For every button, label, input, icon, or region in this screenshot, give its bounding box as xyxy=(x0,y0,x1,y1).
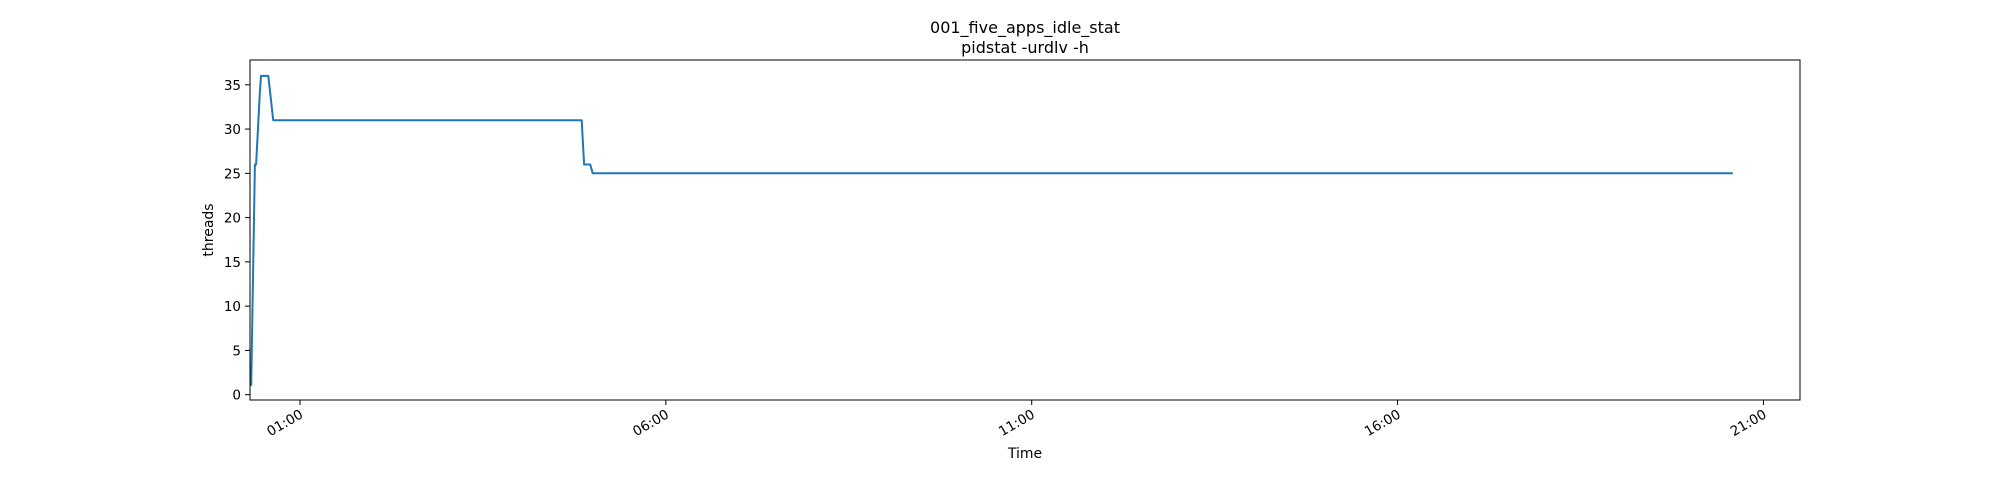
x-axis: 01:00 06:00 11:00 16:00 21:00 xyxy=(264,400,1769,440)
y-tick-label: 10 xyxy=(224,299,241,315)
y-axis-label: threads xyxy=(201,203,217,256)
plot-frame xyxy=(249,59,1801,401)
y-tick-label: 35 xyxy=(224,78,241,94)
x-tick-label: 11:00 xyxy=(996,407,1038,440)
y-axis: 0 5 10 15 20 25 30 35 xyxy=(224,78,250,404)
y-tick-label: 5 xyxy=(232,343,241,359)
x-axis-label: Time xyxy=(1007,446,1042,462)
x-tick-label: 16:00 xyxy=(1362,407,1404,440)
y-tick-label: 30 xyxy=(224,122,241,138)
y-tick-label: 25 xyxy=(224,166,241,182)
y-tick-label: 20 xyxy=(224,211,241,227)
y-tick-label: 0 xyxy=(232,388,241,404)
y-tick-label: 15 xyxy=(224,255,241,271)
x-tick-label: 06:00 xyxy=(630,407,672,440)
chart-title: 001_five_apps_idle_stat xyxy=(930,18,1120,38)
x-tick-label: 21:00 xyxy=(1728,407,1770,440)
x-tick-label: 01:00 xyxy=(264,407,306,440)
chart-subtitle: pidstat -urdlv -h xyxy=(961,38,1089,57)
series-line-0 xyxy=(250,74,1733,386)
plot-area xyxy=(250,74,1733,386)
